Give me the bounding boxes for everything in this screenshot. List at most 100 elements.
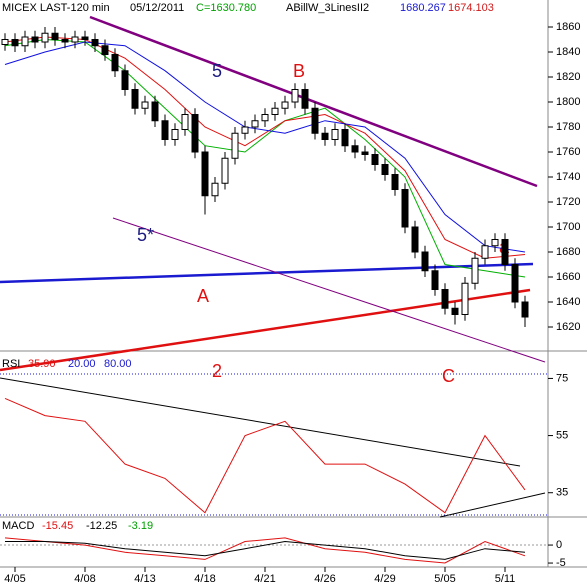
- candle-body: [431, 270, 439, 290]
- annotation: A: [197, 286, 209, 306]
- legend-value: 80.00: [104, 358, 132, 370]
- x-tick-label: 4/18: [194, 573, 215, 585]
- x-tick-label: 4/08: [74, 573, 95, 585]
- x-tick-label: 4/21: [254, 573, 275, 585]
- y-tick-label: 1820: [556, 71, 580, 83]
- y-tick-label: 1660: [556, 271, 580, 283]
- candle-body: [21, 36, 29, 47]
- trendline: [0, 377, 521, 467]
- candle-body: [411, 226, 419, 253]
- x-tick-label: 5/05: [434, 573, 455, 585]
- candle-body: [331, 129, 339, 140]
- candle-body: [461, 282, 469, 315]
- candle-body: [381, 164, 389, 175]
- candle-body: [1, 39, 9, 45]
- candle-body: [101, 45, 109, 55]
- x-tick-label: 4/29: [374, 573, 395, 585]
- candle-body: [481, 245, 489, 259]
- candle-body: [261, 114, 269, 122]
- candle-body: [451, 307, 459, 315]
- candle-body: [501, 239, 509, 265]
- study: ABillW_3LinesII2: [286, 2, 369, 14]
- annotation: 5*: [137, 225, 154, 245]
- candle-body: [521, 301, 529, 318]
- candle-body: [121, 70, 129, 90]
- trendline: [439, 492, 546, 518]
- candle-body: [91, 39, 99, 47]
- chart-title: MICEX LAST-120 min: [2, 2, 110, 14]
- y-tick-label: 1720: [556, 196, 580, 208]
- candle-body: [211, 182, 219, 197]
- candle-body: [241, 126, 249, 134]
- legend-value: -3.19: [128, 520, 153, 532]
- annotation: C: [442, 366, 455, 386]
- candle-body: [491, 239, 499, 247]
- annotation: 5: [212, 61, 222, 81]
- candle-body: [421, 251, 429, 272]
- candle-body: [61, 39, 69, 43]
- candle-body: [351, 145, 359, 153]
- y-tick-label: 1740: [556, 171, 580, 183]
- candle-body: [181, 114, 189, 130]
- candle-body: [281, 101, 289, 109]
- y-tick-label: 55: [556, 429, 568, 441]
- candle-body: [171, 129, 179, 140]
- y-tick-label: -5: [556, 557, 566, 569]
- annotation: 2: [212, 361, 222, 381]
- candle-body: [131, 89, 139, 109]
- panel-title: RSI: [2, 358, 20, 370]
- candle-body: [231, 132, 239, 159]
- candle-body: [201, 151, 209, 197]
- y-tick-label: 0: [556, 539, 562, 551]
- series-line: [4, 537, 526, 564]
- candle-body: [251, 120, 259, 128]
- candle-body: [371, 154, 379, 165]
- candle-body: [271, 107, 279, 115]
- candle-body: [391, 174, 399, 190]
- series-line: [4, 38, 526, 278]
- y-tick-label: 1860: [556, 21, 580, 33]
- candle-body: [31, 36, 39, 43]
- candle-body: [441, 289, 449, 309]
- date: 05/12/2011: [130, 2, 184, 14]
- x-tick-label: 5/11: [495, 573, 516, 585]
- candle-body: [41, 32, 49, 43]
- candle-body: [511, 264, 519, 303]
- candle-body: [141, 101, 149, 109]
- last: C=1630.780: [196, 2, 256, 14]
- candle-body: [221, 157, 229, 184]
- trendline: [0, 262, 534, 284]
- candle-body: [301, 89, 309, 109]
- panel-title: MACD: [2, 520, 34, 532]
- candle-body: [341, 129, 349, 147]
- candle-body: [151, 101, 159, 122]
- candle-body: [191, 114, 199, 153]
- candle-body: [321, 132, 329, 140]
- y-tick-label: 1780: [556, 121, 580, 133]
- y-tick-label: 1760: [556, 146, 580, 158]
- y-tick-label: 75: [556, 372, 568, 384]
- trendline: [89, 15, 538, 188]
- x-tick-label: 4/13: [134, 573, 155, 585]
- x-tick-label: 4/05: [4, 573, 25, 585]
- candle-body: [81, 36, 89, 40]
- candle-body: [111, 54, 119, 72]
- candle-body: [161, 120, 169, 140]
- y-tick-label: 1800: [556, 96, 580, 108]
- candle-body: [11, 39, 19, 47]
- study-value: 1680.267: [400, 2, 446, 14]
- candle-body: [291, 89, 299, 103]
- legend-value: 20.00: [68, 358, 96, 370]
- candle-body: [51, 32, 59, 40]
- annotation: B: [293, 61, 305, 81]
- candle-body: [401, 189, 409, 228]
- legend-value: 35.90: [28, 358, 56, 370]
- y-tick-label: 1640: [556, 296, 580, 308]
- x-tick-label: 4/26: [314, 573, 335, 585]
- series-line: [5, 540, 526, 560]
- candle-body: [471, 257, 479, 284]
- study-value: 1674.103: [448, 2, 494, 14]
- legend-value: -12.25: [86, 520, 117, 532]
- candle-body: [71, 36, 79, 43]
